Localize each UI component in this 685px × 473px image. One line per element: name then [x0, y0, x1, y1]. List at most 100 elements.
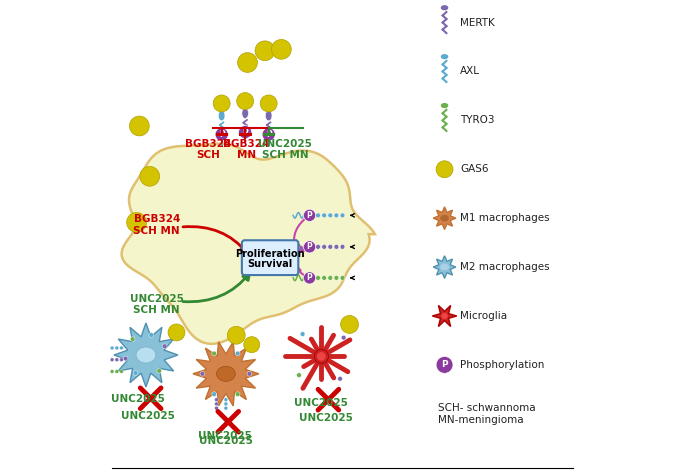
Text: Microglia: Microglia [460, 311, 507, 321]
Text: M2 macrophages: M2 macrophages [460, 262, 549, 272]
Text: BGB324
SCH MN: BGB324 SCH MN [134, 214, 180, 236]
Circle shape [436, 357, 453, 373]
Text: AXL: AXL [460, 66, 480, 77]
Circle shape [212, 392, 216, 396]
Circle shape [316, 245, 321, 249]
Circle shape [322, 276, 327, 280]
Text: UNC2025: UNC2025 [295, 398, 348, 408]
Circle shape [316, 276, 321, 280]
Circle shape [214, 398, 219, 402]
Circle shape [328, 276, 333, 280]
Text: UNC2025: UNC2025 [299, 412, 353, 422]
Circle shape [436, 161, 453, 178]
Circle shape [120, 346, 123, 350]
Circle shape [255, 41, 275, 61]
Text: P: P [307, 211, 312, 220]
Circle shape [115, 346, 119, 350]
Circle shape [303, 241, 316, 253]
Circle shape [127, 212, 147, 232]
Text: UNC2025: UNC2025 [199, 436, 253, 446]
Circle shape [149, 333, 153, 337]
Circle shape [340, 276, 345, 280]
Ellipse shape [265, 111, 272, 121]
Ellipse shape [242, 108, 249, 118]
Circle shape [322, 213, 327, 218]
Text: P: P [266, 130, 271, 139]
Circle shape [224, 402, 228, 406]
Text: UNC2025: UNC2025 [111, 394, 165, 404]
Text: Proliferation: Proliferation [235, 249, 305, 259]
Text: TYRO3: TYRO3 [460, 115, 495, 125]
Circle shape [244, 337, 260, 353]
Text: MERTK: MERTK [460, 18, 495, 27]
Circle shape [123, 356, 128, 361]
Ellipse shape [316, 352, 326, 361]
FancyBboxPatch shape [242, 240, 298, 275]
Circle shape [129, 116, 149, 136]
Circle shape [334, 245, 339, 249]
Text: P: P [441, 360, 448, 369]
Text: UNC2025: UNC2025 [121, 411, 175, 421]
Text: P: P [307, 273, 312, 282]
Circle shape [224, 398, 228, 402]
Text: P: P [242, 128, 248, 137]
Circle shape [262, 128, 275, 141]
Circle shape [328, 213, 333, 218]
Text: BGB324
SCH: BGB324 SCH [186, 139, 232, 160]
Ellipse shape [314, 350, 328, 363]
Circle shape [115, 369, 119, 373]
Circle shape [303, 272, 316, 284]
Circle shape [110, 358, 114, 361]
Polygon shape [433, 256, 456, 278]
Text: GAS6: GAS6 [460, 164, 488, 174]
Circle shape [328, 245, 333, 249]
Circle shape [214, 406, 219, 410]
Circle shape [340, 315, 358, 333]
Circle shape [303, 209, 316, 221]
Text: UNC2025: UNC2025 [198, 431, 252, 441]
Circle shape [120, 358, 123, 361]
Circle shape [238, 53, 258, 72]
Circle shape [140, 166, 160, 186]
Ellipse shape [441, 104, 447, 107]
Polygon shape [193, 342, 259, 406]
Ellipse shape [219, 111, 225, 121]
Ellipse shape [442, 313, 447, 319]
Text: M1 macrophages: M1 macrophages [460, 213, 549, 223]
Text: UNC2025
SCH MN: UNC2025 SCH MN [258, 139, 312, 160]
Circle shape [110, 346, 114, 350]
Circle shape [134, 370, 138, 375]
Circle shape [120, 369, 123, 373]
Text: Phosphorylation: Phosphorylation [460, 360, 545, 370]
Circle shape [334, 213, 339, 218]
Circle shape [110, 369, 114, 373]
Ellipse shape [216, 366, 235, 381]
Circle shape [260, 95, 277, 112]
Circle shape [316, 213, 321, 218]
Text: P: P [307, 242, 312, 251]
Text: BGB324
MN: BGB324 MN [223, 139, 269, 160]
Circle shape [212, 351, 216, 356]
Circle shape [238, 125, 252, 139]
Circle shape [235, 392, 240, 396]
Polygon shape [114, 323, 178, 387]
Circle shape [271, 39, 291, 59]
Circle shape [297, 373, 301, 377]
Circle shape [200, 371, 205, 376]
Circle shape [237, 93, 253, 110]
Circle shape [227, 326, 245, 344]
Circle shape [130, 337, 135, 342]
Circle shape [162, 344, 167, 349]
Text: Survival: Survival [247, 259, 292, 269]
Circle shape [214, 402, 219, 406]
Circle shape [340, 213, 345, 218]
Circle shape [322, 245, 327, 249]
Circle shape [341, 335, 346, 340]
Text: UNC2025
SCH MN: UNC2025 SCH MN [130, 294, 184, 315]
Circle shape [215, 128, 228, 141]
Circle shape [338, 377, 342, 381]
Circle shape [300, 332, 305, 336]
Circle shape [247, 371, 252, 376]
Circle shape [334, 276, 339, 280]
Circle shape [168, 324, 185, 341]
